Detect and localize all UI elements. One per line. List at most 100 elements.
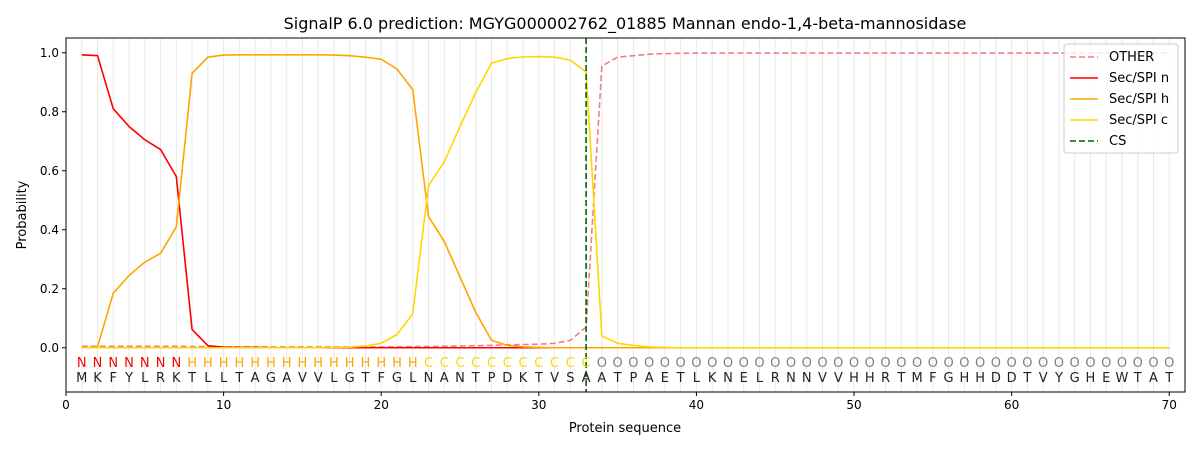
region-label: H xyxy=(250,356,260,371)
region-label: O xyxy=(833,356,843,371)
residue-label: L xyxy=(141,371,149,386)
legend-label: CS xyxy=(1109,134,1126,149)
region-label: O xyxy=(802,356,812,371)
residue-label: A xyxy=(1149,371,1158,386)
region-label: C xyxy=(440,356,449,371)
region-label: O xyxy=(959,356,969,371)
residue-label: T xyxy=(1164,371,1173,386)
legend-label: Sec/SPI h xyxy=(1109,92,1169,107)
region-label: O xyxy=(1164,356,1174,371)
region-label: N xyxy=(171,356,181,371)
residue-label: N xyxy=(424,371,434,386)
residue-label: A xyxy=(597,371,606,386)
residue-label: K xyxy=(93,371,102,386)
residue-label: H xyxy=(959,371,969,386)
residue-label: R xyxy=(771,371,780,386)
region-label: H xyxy=(408,356,418,371)
region-label: C xyxy=(566,356,575,371)
region-label: H xyxy=(219,356,229,371)
region-label: C xyxy=(471,356,480,371)
region-label: O xyxy=(1133,356,1143,371)
region-label: O xyxy=(613,356,623,371)
region-label: C xyxy=(424,356,433,371)
y-tick-label: 0.2 xyxy=(40,282,59,296)
region-label: O xyxy=(928,356,938,371)
x-tick-label: 0 xyxy=(62,398,70,412)
region-label: C xyxy=(534,356,543,371)
residue-label: G xyxy=(345,371,355,386)
residue-label: K xyxy=(519,371,528,386)
region-label: O xyxy=(660,356,670,371)
region-label: C xyxy=(503,356,512,371)
residue-label: V xyxy=(1039,371,1048,386)
region-label: O xyxy=(754,356,764,371)
residue-label: F xyxy=(929,371,936,386)
region-label: N xyxy=(93,356,103,371)
legend-label: Sec/SPI c xyxy=(1109,113,1168,128)
region-label: O xyxy=(597,356,607,371)
residue-label: N xyxy=(455,371,465,386)
region-label: H xyxy=(282,356,292,371)
region-label: H xyxy=(329,356,339,371)
region-label: O xyxy=(849,356,859,371)
series-line-sec-spi-c xyxy=(81,55,1170,349)
region-label: O xyxy=(817,356,827,371)
residue-label: E xyxy=(1102,371,1110,386)
y-tick-label: 0.8 xyxy=(40,105,59,119)
residue-label: Y xyxy=(124,371,133,386)
residue-label: D xyxy=(502,371,512,386)
region-label: H xyxy=(392,356,402,371)
residue-label: H xyxy=(975,371,985,386)
residue-label: R xyxy=(156,371,165,386)
region-label: N xyxy=(156,356,166,371)
region-label: H xyxy=(376,356,386,371)
plot-frame xyxy=(65,37,1186,393)
region-label: H xyxy=(298,356,308,371)
region-label: H xyxy=(313,356,323,371)
region-label: H xyxy=(345,356,355,371)
region-label: O xyxy=(943,356,953,371)
residue-label: G xyxy=(1070,371,1080,386)
residue-label: K xyxy=(172,371,181,386)
region-label: C xyxy=(582,356,591,371)
residue-label: P xyxy=(488,371,496,386)
region-label: H xyxy=(203,356,213,371)
residue-label: M xyxy=(911,371,922,386)
residue-label: H xyxy=(865,371,875,386)
region-label: N xyxy=(124,356,134,371)
residue-label: H xyxy=(849,371,859,386)
legend-label: Sec/SPI n xyxy=(1109,71,1169,86)
region-label: O xyxy=(1038,356,1048,371)
residue-label: V xyxy=(314,371,323,386)
residue-label: Y xyxy=(1054,371,1063,386)
x-tick-label: 70 xyxy=(1162,398,1177,412)
residue-label: A xyxy=(282,371,291,386)
residue-label: T xyxy=(187,371,196,386)
region-label: N xyxy=(77,356,87,371)
residue-label: T xyxy=(471,371,480,386)
residue-label: V xyxy=(298,371,307,386)
chart-title: SignalP 6.0 prediction: MGYG000002762_01… xyxy=(284,14,967,34)
legend-box xyxy=(1063,43,1179,154)
residue-label: N xyxy=(723,371,733,386)
x-tick-label: 60 xyxy=(1004,398,1019,412)
residue-label: L xyxy=(409,371,417,386)
y-tick-label: 1.0 xyxy=(40,46,59,60)
residue-label: W xyxy=(1116,371,1129,386)
residue-label: F xyxy=(110,371,117,386)
residue-label: G xyxy=(392,371,402,386)
region-label: O xyxy=(723,356,733,371)
residue-label: E xyxy=(740,371,748,386)
x-tick-label: 20 xyxy=(374,398,389,412)
residue-label: T xyxy=(1022,371,1031,386)
residue-label: V xyxy=(818,371,827,386)
residue-label: T xyxy=(676,371,685,386)
region-label: O xyxy=(770,356,780,371)
residue-label: T xyxy=(896,371,905,386)
residue-label: G xyxy=(266,371,276,386)
residue-label: A xyxy=(582,371,591,386)
region-label: O xyxy=(1007,356,1017,371)
residue-label: L xyxy=(756,371,764,386)
